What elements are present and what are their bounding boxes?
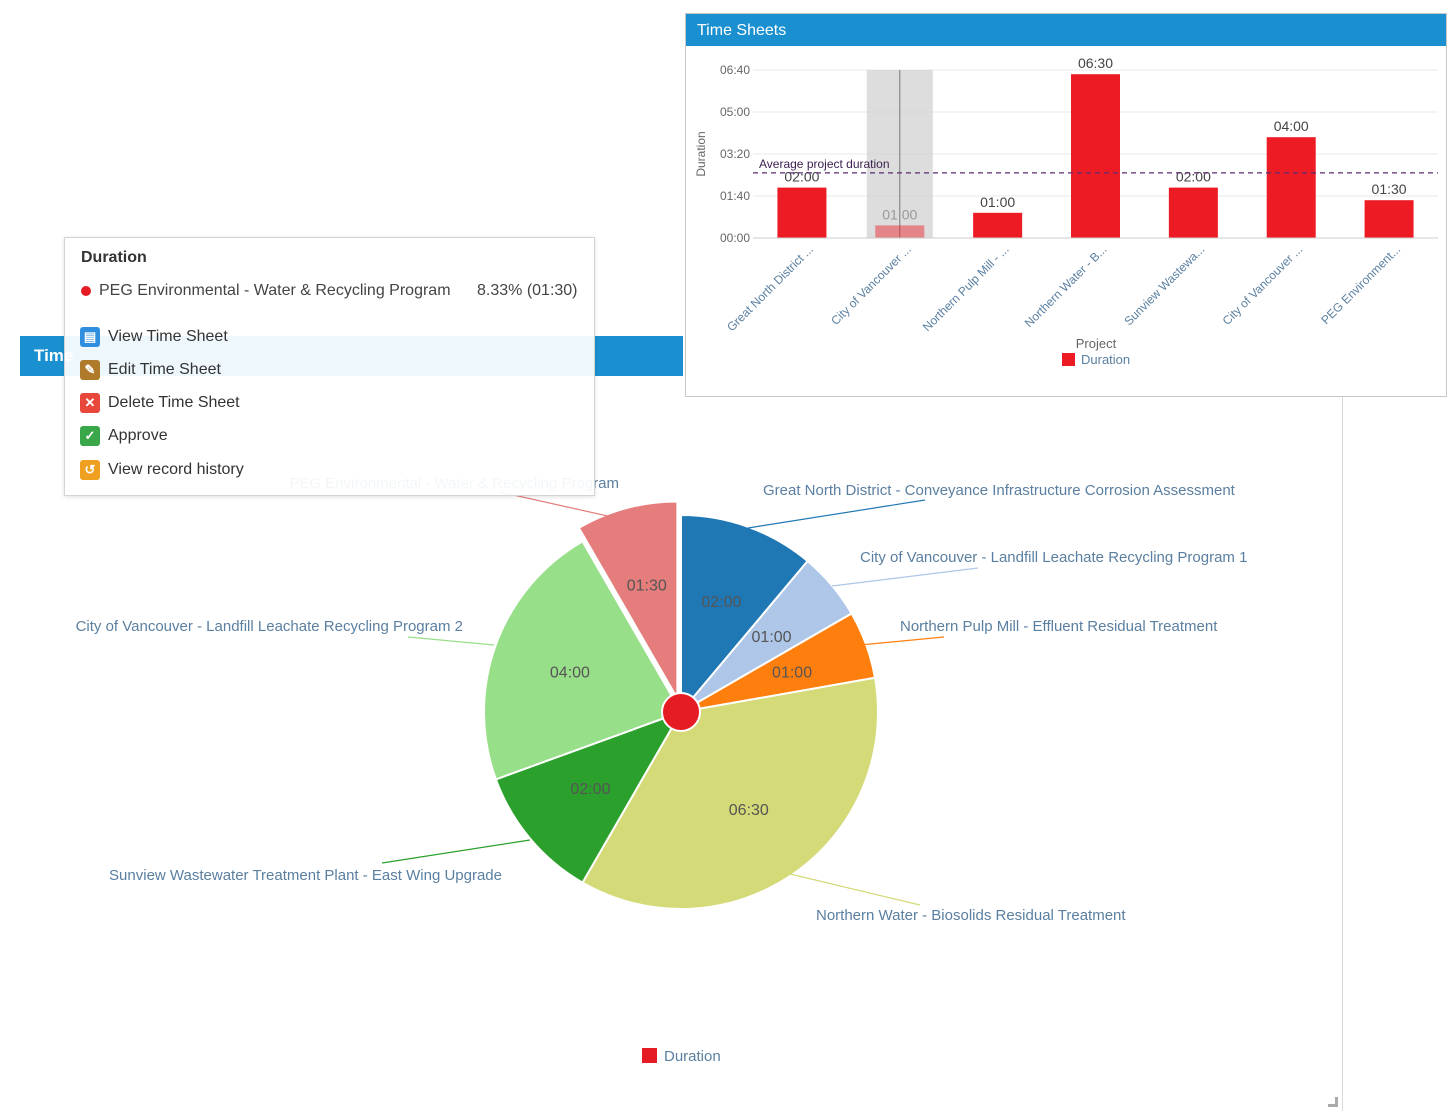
pie-slice[interactable] xyxy=(581,676,879,910)
close-icon: ✕ xyxy=(80,393,100,413)
pie-leader-line xyxy=(859,636,945,646)
bar-value-label: 04:00 xyxy=(1274,118,1309,134)
bar[interactable] xyxy=(1071,74,1120,238)
bar-panel-header: Time Sheets xyxy=(686,14,1446,46)
menu-item-label: Approve xyxy=(108,427,168,444)
y-tick-label: 03:20 xyxy=(720,147,750,161)
pie-value-label: 01:00 xyxy=(752,629,792,646)
menu-percent: 8.33% (01:30) xyxy=(477,282,578,299)
pie-category-label: Sunview Wastewater Treatment Plant - Eas… xyxy=(109,867,502,884)
x-tick-label: Sunview Wastewa... xyxy=(1121,242,1207,328)
x-tick-label: Great North District ... xyxy=(724,242,816,334)
y-tick-label: 05:00 xyxy=(720,105,750,119)
view-time-sheet-item[interactable]: ▤ View Time Sheet xyxy=(80,325,228,349)
resize-handle-icon[interactable] xyxy=(1328,1097,1338,1107)
pie-category-label: City of Vancouver - Landfill Leachate Re… xyxy=(76,618,463,635)
bar[interactable] xyxy=(1266,137,1316,238)
bar-chart-panel: Time Sheets 00:00 01:40 03:20 05:00 06:40 02:… xyxy=(685,13,1447,397)
menu-project-name: PEG Environmental - Water & Recycling Pr… xyxy=(99,282,451,299)
y-tick-label: 00:00 xyxy=(720,231,750,245)
pie-leader-line xyxy=(499,491,631,522)
y-tick-label: 01:40 xyxy=(720,189,750,203)
pie-center-marker xyxy=(661,692,701,732)
edit-icon: ✎ xyxy=(80,360,100,380)
pie-value-label: 02:00 xyxy=(701,594,741,611)
edit-time-sheet-item[interactable]: ✎ Edit Time Sheet xyxy=(80,358,221,382)
y-tick-label: 06:40 xyxy=(720,63,750,77)
menu-item-label: Edit Time Sheet xyxy=(108,361,221,378)
view-record-history-item[interactable]: ↺ View record history xyxy=(80,458,244,482)
x-tick-label: PEG Environment... xyxy=(1318,242,1403,327)
bar-value-label: 02:00 xyxy=(784,169,819,185)
pie-leader-line xyxy=(381,839,531,864)
document-icon: ▤ xyxy=(80,327,100,347)
pie-slice[interactable] xyxy=(577,500,679,703)
x-tick-label: City of Vancouver ... xyxy=(828,242,914,328)
pie-value-label: 02:00 xyxy=(570,781,610,798)
bar-value-label: 01:30 xyxy=(1372,181,1407,197)
approve-item[interactable]: ✓ Approve xyxy=(80,424,168,448)
history-icon: ↺ xyxy=(80,460,100,480)
pie-value-label: 04:00 xyxy=(550,665,590,682)
bar-value-label: 01:00 xyxy=(882,206,917,222)
pie-leader-line xyxy=(789,873,921,906)
y-axis-title: Duration xyxy=(694,131,708,176)
pie-slice[interactable] xyxy=(483,540,683,781)
pie-slice[interactable] xyxy=(494,710,684,884)
check-icon: ✓ xyxy=(80,426,100,446)
bar[interactable] xyxy=(777,187,827,238)
bar-chart: 00:00 01:40 03:20 05:00 06:40 02:00 Great Nort… xyxy=(694,55,1438,367)
bar-value-label: 06:30 xyxy=(1078,55,1113,71)
pie-leader-line xyxy=(407,636,495,646)
pie-leader-line xyxy=(747,499,926,529)
bar-value-label: 01:00 xyxy=(980,194,1015,210)
context-menu: Duration PEG Environmental - Water & Rec… xyxy=(64,237,595,496)
legend-swatch xyxy=(1062,353,1075,366)
series-dot-icon xyxy=(81,286,91,296)
bar[interactable] xyxy=(1364,200,1414,238)
legend-label[interactable]: Duration xyxy=(664,1048,721,1065)
bar[interactable] xyxy=(875,225,925,238)
pie-value-label: 01:30 xyxy=(627,577,667,594)
pie-value-label: 06:30 xyxy=(729,802,769,819)
menu-item-label: View record history xyxy=(108,461,244,478)
x-axis-title: Project xyxy=(1076,336,1117,351)
menu-item-label: Delete Time Sheet xyxy=(108,394,240,411)
pie-slice[interactable] xyxy=(680,513,810,715)
delete-time-sheet-item[interactable]: ✕ Delete Time Sheet xyxy=(80,391,240,415)
legend-swatch xyxy=(642,1048,657,1063)
bar[interactable] xyxy=(1168,187,1218,238)
average-line-label: Average project duration xyxy=(759,157,890,171)
menu-item-label: View Time Sheet xyxy=(108,328,228,345)
bar[interactable] xyxy=(973,212,1023,238)
pie-category-label: Northern Pulp Mill - Effluent Residual T… xyxy=(900,618,1218,635)
menu-title: Duration xyxy=(81,249,147,266)
x-tick-label: Northern Pulp Mill - ... xyxy=(920,242,1012,334)
legend-label[interactable]: Duration xyxy=(1081,352,1130,367)
bar-value-label: 02:00 xyxy=(1176,169,1211,185)
pie-category-label: Great North District - Conveyance Infras… xyxy=(763,482,1236,499)
pie-category-label: City of Vancouver - Landfill Leachate Re… xyxy=(860,549,1247,566)
x-tick-label: City of Vancouver ... xyxy=(1220,242,1306,328)
pie-leader-line xyxy=(831,567,979,587)
pie-category-label: Northern Water - Biosolids Residual Trea… xyxy=(816,907,1126,924)
x-tick-label: Northern Water - B... xyxy=(1022,242,1110,330)
pie-value-label: 01:00 xyxy=(772,665,812,682)
